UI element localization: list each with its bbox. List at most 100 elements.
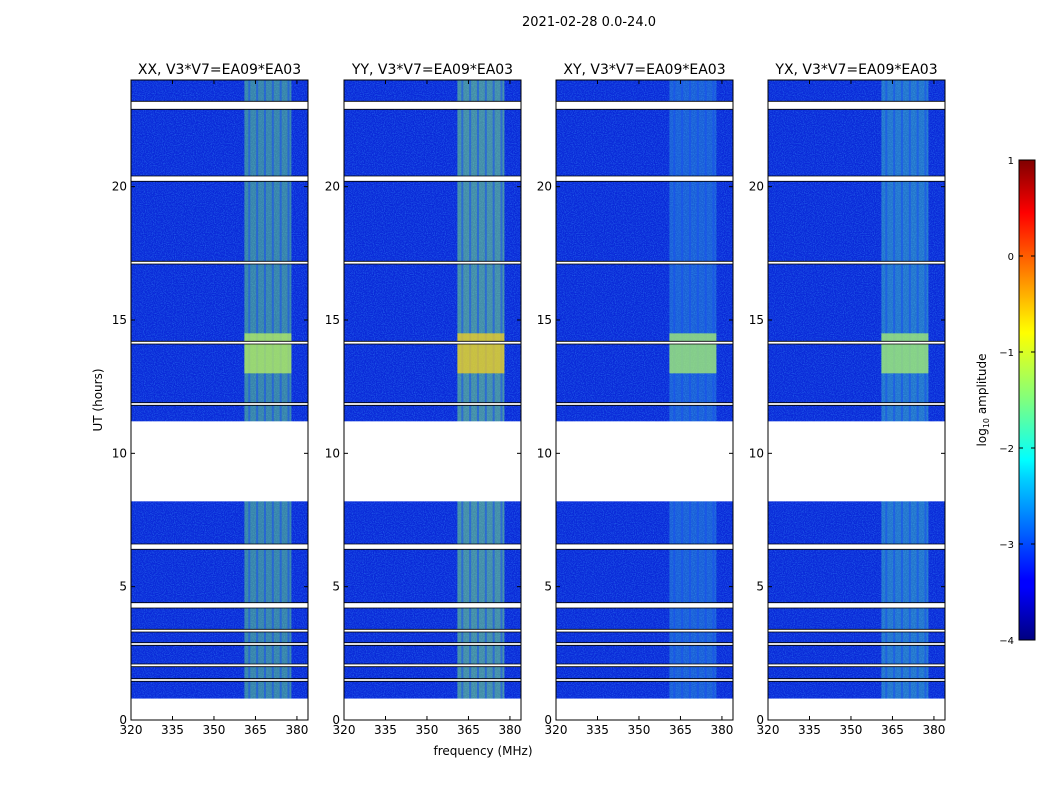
rfi-hot-region <box>457 333 505 374</box>
flagged-band <box>344 629 521 632</box>
rfi-stripe <box>500 80 503 699</box>
x-tick-label: 320 <box>120 723 143 737</box>
x-tick-label: 350 <box>416 723 439 737</box>
rfi-stripe <box>469 80 472 699</box>
x-tick-label: 380 <box>710 723 733 737</box>
x-tick-label: 320 <box>545 723 568 737</box>
rfi-hot-region <box>669 333 717 374</box>
colorbar-tick-label: −2 <box>999 444 1014 455</box>
flagged-band <box>768 101 945 110</box>
flagged-band <box>344 602 521 608</box>
rfi-stripe <box>271 80 274 699</box>
flagged-band <box>131 602 308 608</box>
flagged-band <box>344 642 521 646</box>
no-data-range <box>344 698 521 720</box>
flagged-band <box>556 341 733 344</box>
data-noise <box>768 80 945 699</box>
rfi-band <box>457 80 505 699</box>
flagged-band <box>344 261 521 264</box>
flagged-band <box>131 678 308 682</box>
rfi-hot-region <box>244 333 292 374</box>
colorbar-gradient <box>1018 159 1036 641</box>
colorbar-label-rest: amplitude <box>975 354 989 418</box>
rfi-stripe <box>681 80 684 699</box>
y-tick-label: 0 <box>544 713 552 727</box>
colorbar-tick-label: −3 <box>999 540 1014 551</box>
y-tick-label: 5 <box>119 580 127 594</box>
y-tick-label: 5 <box>332 580 340 594</box>
flagged-band <box>344 664 521 667</box>
flagged-band <box>768 544 945 550</box>
colorbar: 10−1−2−3−4 log10 amplitude <box>975 156 1036 647</box>
rfi-stripe <box>492 80 495 699</box>
rfi-stripe <box>256 80 259 699</box>
panel-xy: XY, V3*V7=EA09*EA03 320 335 350 365 380 0 5 10 15… <box>537 62 734 737</box>
panel-title: XX, V3*V7=EA09*EA03 <box>138 62 301 78</box>
x-tick-label: 335 <box>161 723 184 737</box>
flagged-band <box>556 642 733 646</box>
colorbar-tick-label: 1 <box>1008 156 1014 167</box>
flagged-band <box>768 678 945 682</box>
flagged-band <box>556 101 733 110</box>
flagged-band <box>131 664 308 667</box>
y-tick-label: 20 <box>537 180 552 194</box>
flagged-band <box>131 629 308 632</box>
data-noise <box>556 80 733 699</box>
flagged-band <box>556 602 733 608</box>
x-tick-label: 350 <box>840 723 863 737</box>
panel-title: YX, V3*V7=EA09*EA03 <box>774 62 937 78</box>
x-tick-label: 335 <box>374 723 397 737</box>
rfi-stripe <box>900 80 903 699</box>
flagged-band <box>131 101 308 110</box>
axes-frame <box>130 79 309 721</box>
flagged-band <box>556 678 733 682</box>
rfi-stripe <box>248 80 251 699</box>
flagged-band <box>344 101 521 110</box>
rfi-stripe <box>908 80 911 699</box>
no-data-range <box>131 698 308 720</box>
rfi-stripe <box>279 80 282 699</box>
y-tick-label: 20 <box>112 180 127 194</box>
panel-yx: YX, V3*V7=EA09*EA03 320 335 350 365 380 0 5 10 15… <box>749 62 946 737</box>
colorbar-ticks: 1 0 −1 −2 −3 −4 <box>999 156 1035 647</box>
flagged-band <box>556 544 733 550</box>
no-data-range <box>344 421 521 502</box>
x-tick-label: 365 <box>244 723 267 737</box>
rfi-stripe <box>688 80 691 699</box>
axes-frame <box>343 79 522 721</box>
flagged-band <box>131 341 308 344</box>
x-tick-label: 320 <box>757 723 780 737</box>
x-tick-label: 365 <box>457 723 480 737</box>
flagged-band <box>131 544 308 550</box>
y-tick-label: 10 <box>749 446 764 460</box>
rfi-stripe <box>885 80 888 699</box>
ylabel: UT (hours) <box>91 368 105 431</box>
y-tick-label: 10 <box>112 446 127 460</box>
panel-yy: YY, V3*V7=EA09*EA03 320 335 350 365 380 0 5 10 15… <box>325 62 522 737</box>
rfi-stripe <box>484 80 487 699</box>
rfi-stripe <box>916 80 919 699</box>
flagged-band <box>344 678 521 682</box>
data-noise <box>344 80 521 699</box>
no-data-range <box>556 698 733 720</box>
rfi-stripe <box>287 80 290 699</box>
flagged-band <box>768 402 945 406</box>
data-noise <box>131 80 308 699</box>
rfi-stripe <box>712 80 715 699</box>
flagged-band <box>131 261 308 264</box>
plot-area <box>768 80 945 720</box>
x-tick-label: 380 <box>285 723 308 737</box>
flagged-band <box>131 176 308 182</box>
rfi-hot-region <box>881 333 929 374</box>
axes-frame <box>767 79 946 721</box>
flagged-band <box>556 402 733 406</box>
x-tick-label: 380 <box>498 723 521 737</box>
flagged-band <box>768 629 945 632</box>
rfi-band <box>669 80 717 699</box>
panel-xx: XX, V3*V7=EA09*EA03 320 335 350 365 380 0 5 10 15… <box>112 62 309 737</box>
x-tick-label: 320 <box>333 723 356 737</box>
axes-frame <box>555 79 734 721</box>
x-tick-label: 380 <box>922 723 945 737</box>
y-tick-label: 15 <box>537 313 552 327</box>
